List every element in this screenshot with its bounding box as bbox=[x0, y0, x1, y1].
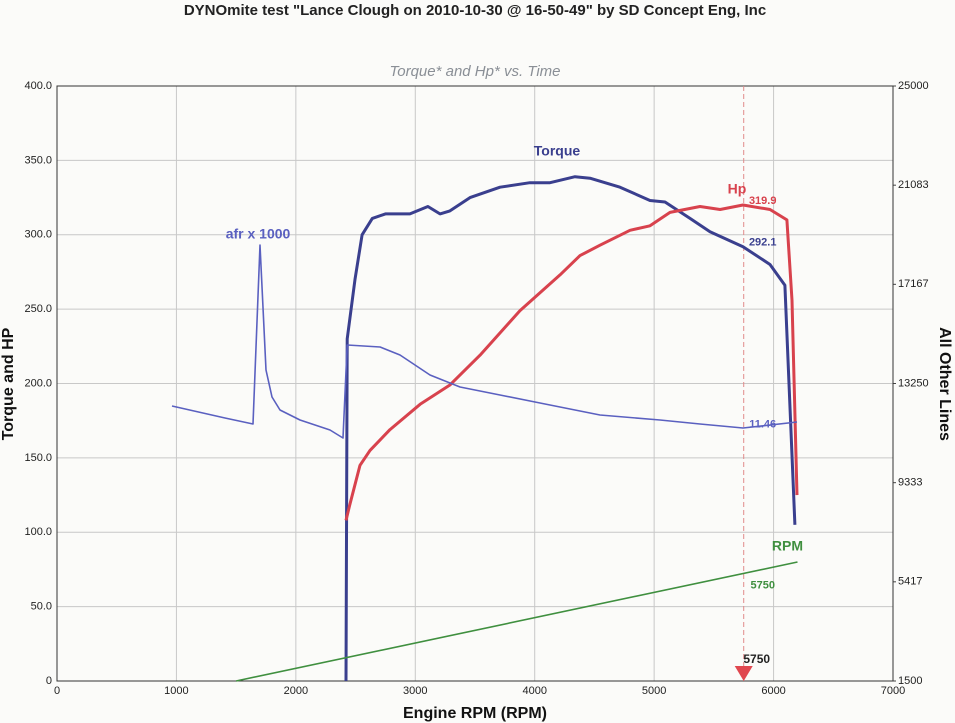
series-name: Hp bbox=[728, 181, 747, 197]
cursor-value: 319.9 bbox=[749, 195, 777, 207]
series-name: RPM bbox=[772, 538, 803, 554]
cursor-value: 11.46 bbox=[749, 419, 776, 431]
y2-tick-label: 17167 bbox=[898, 278, 929, 290]
y2-tick-label: 13250 bbox=[898, 377, 929, 389]
y2-tick-label: 5417 bbox=[898, 576, 922, 588]
y-tick-label: 150.0 bbox=[24, 452, 52, 464]
x-tick-label: 1000 bbox=[164, 685, 188, 697]
chart-title: DYNOmite test "Lance Clough on 2010-10-3… bbox=[184, 2, 766, 19]
cursor-value: 292.1 bbox=[749, 236, 777, 248]
series-line bbox=[171, 244, 798, 439]
y2-axis-label: All Other Lines bbox=[936, 327, 953, 441]
x-tick-label: 2000 bbox=[284, 685, 308, 697]
y-tick-label: 250.0 bbox=[24, 303, 52, 315]
cursor-marker bbox=[734, 666, 753, 681]
cursor-label: 5750 bbox=[743, 652, 770, 666]
x-tick-label: 3000 bbox=[403, 685, 427, 697]
x-axis-label: Engine RPM (RPM) bbox=[403, 705, 547, 722]
plot-frame bbox=[56, 85, 894, 682]
y-axis-label: Torque and HP bbox=[0, 327, 17, 440]
y-tick-label: 50.0 bbox=[31, 601, 52, 613]
x-tick-label: 6000 bbox=[761, 685, 785, 697]
y2-tick-label: 9333 bbox=[898, 477, 922, 489]
y-tick-label: 200.0 bbox=[24, 377, 52, 389]
x-tick-label: 7000 bbox=[881, 685, 905, 697]
y-tick-label: 400.0 bbox=[24, 80, 52, 92]
series-name: afr x 1000 bbox=[226, 226, 291, 242]
x-tick-label: 0 bbox=[54, 685, 60, 697]
chart-subtitle: Torque* and Hp* vs. Time bbox=[389, 63, 560, 80]
y2-tick-label: 1500 bbox=[898, 675, 922, 687]
x-tick-label: 5000 bbox=[642, 685, 666, 697]
series-name: Torque bbox=[534, 142, 581, 158]
y-tick-label: 0 bbox=[46, 675, 52, 687]
y2-tick-label: 21083 bbox=[898, 179, 929, 191]
series-line bbox=[344, 203, 799, 521]
y-tick-label: 350.0 bbox=[24, 154, 52, 166]
y-tick-label: 300.0 bbox=[24, 229, 52, 241]
cursor-value: 5750 bbox=[750, 579, 774, 591]
x-tick-label: 4000 bbox=[522, 685, 546, 697]
series-line bbox=[344, 175, 797, 682]
series-line bbox=[235, 561, 798, 682]
y2-tick-label: 25000 bbox=[898, 80, 929, 92]
y-tick-label: 100.0 bbox=[24, 526, 52, 538]
